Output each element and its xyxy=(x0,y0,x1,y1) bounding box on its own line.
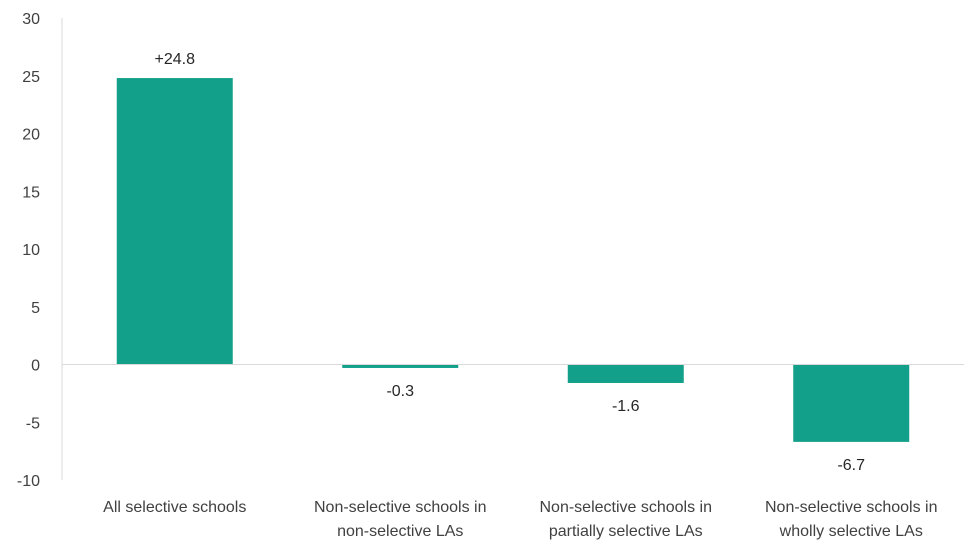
y-tick-label: 25 xyxy=(22,69,40,86)
data-label: +24.8 xyxy=(155,51,196,68)
bars xyxy=(116,78,910,442)
bar xyxy=(116,78,233,365)
data-label: -1.6 xyxy=(612,398,640,415)
category-label: Non-selective schools in xyxy=(539,499,712,516)
category-label: non-selective LAs xyxy=(337,523,463,540)
category-label: Non-selective schools in xyxy=(314,499,487,516)
bar xyxy=(567,364,684,383)
y-tick-label: -5 xyxy=(26,415,40,432)
bar xyxy=(793,364,910,442)
data-label: -6.7 xyxy=(837,457,865,474)
category-label: All selective schools xyxy=(103,499,246,516)
bar xyxy=(342,364,459,368)
y-tick-label: 5 xyxy=(31,300,40,317)
y-tick-label: 10 xyxy=(22,242,40,259)
x-axis: All selective schools Non-selective schoo… xyxy=(62,364,964,540)
category-label: partially selective LAs xyxy=(549,523,703,540)
y-tick-label: 15 xyxy=(22,184,40,201)
data-label: -0.3 xyxy=(386,383,414,400)
y-axis: 30 25 20 15 10 5 0 -5 -10 xyxy=(17,11,63,490)
category-label: wholly selective LAs xyxy=(779,523,923,540)
data-labels: +24.8 -0.3 -1.6 -6.7 xyxy=(155,51,866,474)
y-tick-label: 0 xyxy=(31,358,40,375)
y-tick-label: 30 xyxy=(22,11,40,28)
y-tick-label: -10 xyxy=(17,473,40,490)
category-label: Non-selective schools in xyxy=(765,499,938,516)
y-tick-label: 20 xyxy=(22,127,40,144)
